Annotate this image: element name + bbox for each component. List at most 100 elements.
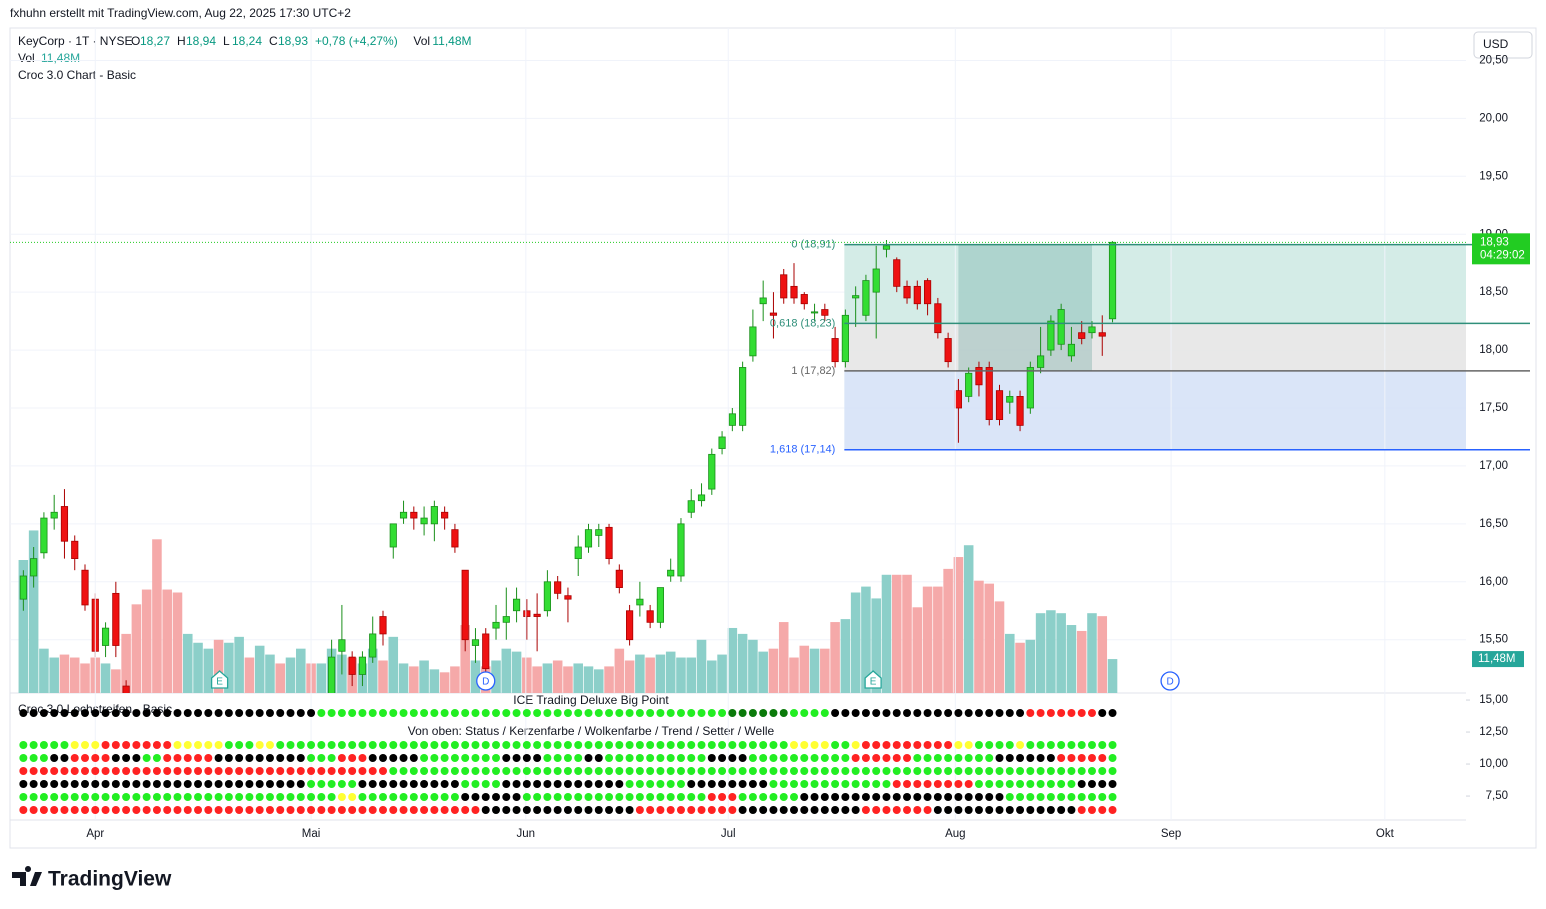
status-dot: [337, 709, 346, 717]
status-dot: [19, 709, 28, 717]
status-dot: [512, 806, 521, 814]
status-dot: [91, 793, 100, 801]
status-dot: [841, 709, 850, 717]
volume-bar: [131, 604, 142, 693]
pane-title: ICE Trading Deluxe Big Point: [513, 693, 669, 707]
status-dot: [738, 709, 747, 717]
status-dot: [923, 741, 932, 749]
status-dot: [214, 754, 223, 762]
status-dot: [368, 767, 377, 775]
volume-bar: [213, 639, 224, 693]
volume-bar: [963, 545, 974, 693]
status-dot: [481, 709, 490, 717]
status-dot: [533, 767, 542, 775]
status-dot: [605, 709, 614, 717]
ohlc-label: L: [223, 34, 230, 48]
status-dot: [861, 780, 870, 788]
status-dot: [625, 780, 634, 788]
status-dot: [903, 754, 912, 762]
status-dot: [358, 793, 367, 801]
status-dot: [1046, 754, 1055, 762]
status-dot: [790, 709, 798, 717]
status-dot: [707, 741, 716, 749]
status-dot: [173, 741, 182, 749]
status-dot: [348, 806, 357, 814]
status-dot: [769, 754, 778, 762]
y-tick-label: 19,50: [1479, 170, 1508, 182]
volume-bar: [614, 648, 625, 693]
status-dot: [265, 793, 274, 801]
status-dot: [450, 754, 459, 762]
status-dot: [1077, 767, 1086, 775]
status-dot: [574, 741, 583, 749]
status-dot: [450, 806, 459, 814]
status-dot: [728, 767, 737, 775]
status-dot: [296, 780, 305, 788]
status-dot: [224, 754, 233, 762]
status-dot: [748, 780, 757, 788]
volume-bar: [59, 654, 70, 693]
volume-bar: [378, 660, 388, 693]
volume-bar: [1107, 659, 1118, 693]
candle-body: [677, 523, 685, 577]
status-dot: [296, 741, 305, 749]
status-dot: [872, 767, 881, 775]
event-icon: [476, 671, 496, 691]
status-dot: [111, 767, 120, 775]
status-dot: [481, 806, 490, 814]
status-dot: [337, 806, 346, 814]
status-dot: [39, 754, 48, 762]
status-dot: [872, 754, 881, 762]
status-dot: [1026, 754, 1035, 762]
status-dot: [995, 806, 1004, 814]
candle-body: [728, 413, 736, 426]
status-dot: [1016, 754, 1025, 762]
status-dot: [255, 709, 264, 717]
status-dot: [543, 767, 552, 775]
status-dot: [1057, 754, 1066, 762]
status-dot: [286, 709, 295, 717]
status-dot: [851, 767, 860, 775]
status-dot: [666, 793, 675, 801]
status-dot: [605, 793, 614, 801]
status-dot: [687, 754, 696, 762]
vol-line-label: Vol: [18, 51, 35, 65]
currency-box[interactable]: [1473, 31, 1533, 59]
ohlc-value: 18,24: [232, 34, 262, 48]
status-dot: [974, 741, 983, 749]
y-tick-label: 20,00: [1479, 112, 1508, 124]
status-dot: [810, 793, 819, 801]
status-dot: [563, 780, 572, 788]
status-dot: [851, 741, 860, 749]
status-dot: [1067, 806, 1076, 814]
status-dot: [676, 767, 685, 775]
currency[interactable]: USD: [1483, 37, 1509, 51]
status-dot: [718, 767, 727, 775]
status-dot: [378, 767, 387, 775]
y-tick-label: 18,00: [1479, 344, 1508, 356]
status-dot: [368, 806, 377, 814]
volume-bar: [820, 648, 830, 693]
status-dot: [183, 754, 192, 762]
status-dot: [759, 709, 768, 717]
status-dot: [194, 793, 203, 801]
status-dot: [471, 709, 480, 717]
status-dot: [687, 780, 696, 788]
status-dot: [676, 754, 685, 762]
status-dot: [964, 780, 973, 788]
status-dot: [307, 793, 316, 801]
volume-bar: [994, 601, 1005, 693]
candle-body: [687, 500, 695, 513]
status-dot: [605, 806, 614, 814]
status-dot: [214, 806, 223, 814]
status-dot: [389, 767, 398, 775]
status-dot: [635, 741, 644, 749]
status-dot: [122, 793, 131, 801]
status-dot: [810, 709, 819, 717]
currency-button[interactable]: USD: [1473, 31, 1533, 59]
ohlc-value: 18,93: [278, 34, 308, 48]
status-dot: [1098, 793, 1107, 801]
candle-body: [913, 285, 921, 305]
status-dot: [522, 806, 531, 814]
